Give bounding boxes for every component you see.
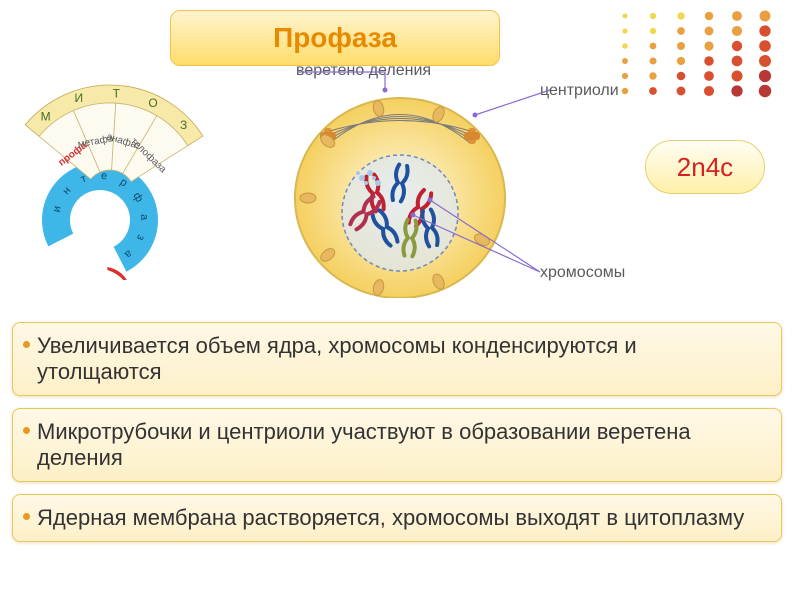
svg-text:И: И xyxy=(74,91,83,105)
page-title: Профаза xyxy=(170,10,500,66)
svg-text:Т: Т xyxy=(113,86,121,100)
bullet-1-text: Увеличивается объем ядра, хромосомы конд… xyxy=(37,333,637,384)
bullet-2-text: Микротрубочки и центриоли участвуют в об… xyxy=(37,419,691,470)
formula-text: 2n4c xyxy=(677,152,733,183)
formula-box: 2n4c xyxy=(645,140,765,194)
callout-lines xyxy=(280,60,640,310)
title-text: Профаза xyxy=(273,22,397,54)
bullet-3-text: Ядерная мембрана растворяется, хромосомы… xyxy=(37,505,744,530)
bullet-3: Ядерная мембрана растворяется, хромосомы… xyxy=(12,494,782,542)
bullet-1: Увеличивается объем ядра, хромосомы конд… xyxy=(12,322,782,396)
bullet-2: Микротрубочки и центриоли участвуют в об… xyxy=(12,408,782,482)
svg-text:М: М xyxy=(41,109,51,123)
phase-wheel-diagram: интерфазаМИТОЗпрофазаметафазаанафазатело… xyxy=(15,80,215,280)
svg-text:З: З xyxy=(180,118,187,132)
svg-text:О: О xyxy=(148,96,157,110)
